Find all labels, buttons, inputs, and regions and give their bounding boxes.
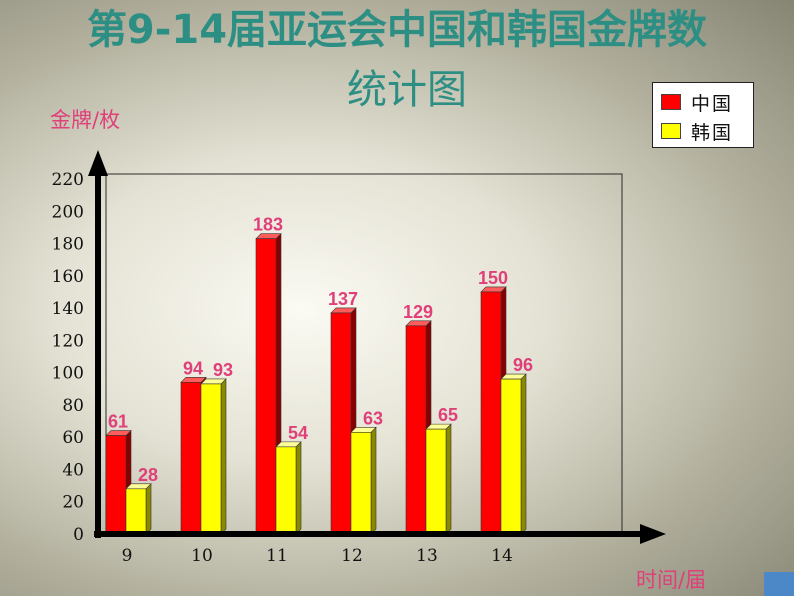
data-label-korea-13: 65 xyxy=(438,405,458,425)
x-tick-label: 13 xyxy=(416,546,438,566)
legend-item-china: 中国 xyxy=(661,90,734,115)
bar-side-korea-12 xyxy=(370,426,377,535)
x-axis-label: 时间/届 xyxy=(636,568,707,592)
y-tick-label: 80 xyxy=(62,396,84,416)
bar-side-korea-11 xyxy=(295,441,302,535)
y-tick-label: 20 xyxy=(62,493,84,513)
labels: 0 20 40 60 80 100 120 140 160 180 200 220 61 28 9 94 93 1… xyxy=(52,170,533,566)
data-label-korea-10: 93 xyxy=(213,360,233,380)
y-tick-label: 60 xyxy=(62,428,84,448)
bar-korea-11 xyxy=(275,446,297,535)
x-tick-label: 12 xyxy=(341,546,363,566)
data-label-korea-9: 28 xyxy=(138,465,158,485)
bar-china-11 xyxy=(255,238,277,535)
y-axis-label: 金牌/枚 xyxy=(50,108,121,132)
y-tick-label: 180 xyxy=(52,235,84,255)
legend-swatch-korea xyxy=(661,123,681,139)
y-tick-label: 0 xyxy=(73,525,84,545)
y-tick-label: 120 xyxy=(52,331,84,351)
data-label-china-14: 150 xyxy=(478,268,508,288)
bar-china-9 xyxy=(105,435,127,535)
y-tick-label: 220 xyxy=(52,170,84,190)
y-axis-arrow xyxy=(88,150,108,176)
x-tick-label: 10 xyxy=(191,546,213,566)
bar-side-korea-14 xyxy=(520,373,527,535)
data-label-china-12: 137 xyxy=(328,289,358,309)
x-axis-arrow xyxy=(640,524,666,544)
data-label-korea-12: 63 xyxy=(363,408,383,428)
data-label-korea-11: 54 xyxy=(288,423,308,443)
x-tick-label: 11 xyxy=(266,546,288,566)
bar-side-korea-10 xyxy=(220,378,227,535)
bar-china-12 xyxy=(330,312,352,535)
legend-label-china: 中国 xyxy=(691,92,734,115)
bar-korea-14 xyxy=(500,378,522,535)
bar-korea-13 xyxy=(425,428,447,535)
chart-title-line-1: 第9-14届亚运会中国和韩国金牌数 xyxy=(86,7,708,53)
legend: 中国 韩国 xyxy=(652,82,754,148)
bar-korea-10 xyxy=(200,383,222,535)
slide-corner-marker xyxy=(764,572,794,596)
data-label-korea-14: 96 xyxy=(513,355,533,375)
y-tick-label: 160 xyxy=(52,267,84,287)
data-label-china-13: 129 xyxy=(403,302,433,322)
bar-side-korea-9 xyxy=(145,483,152,535)
data-label-china-9: 61 xyxy=(108,412,128,432)
chart-title-line-2: 统计图 xyxy=(347,67,467,113)
data-label-china-11: 183 xyxy=(253,215,283,235)
y-tick-label: 100 xyxy=(52,364,84,384)
bar-china-13 xyxy=(405,325,427,535)
x-tick-label: 9 xyxy=(122,546,133,566)
y-tick-label: 140 xyxy=(52,299,84,319)
bar-china-10 xyxy=(180,382,202,535)
bar-korea-9 xyxy=(125,488,147,535)
bar-korea-12 xyxy=(350,432,372,535)
y-tick-label: 40 xyxy=(62,460,84,480)
bar-side-korea-13 xyxy=(445,423,452,535)
legend-label-korea: 韩国 xyxy=(691,121,734,144)
bar-china-14 xyxy=(480,291,502,535)
axes xyxy=(88,150,666,544)
y-tick-label: 200 xyxy=(52,202,84,222)
x-tick-label: 14 xyxy=(491,546,513,566)
legend-item-korea: 韩国 xyxy=(661,119,734,144)
bars xyxy=(105,232,527,535)
legend-swatch-china xyxy=(661,94,681,110)
data-label-china-10: 94 xyxy=(183,358,203,378)
